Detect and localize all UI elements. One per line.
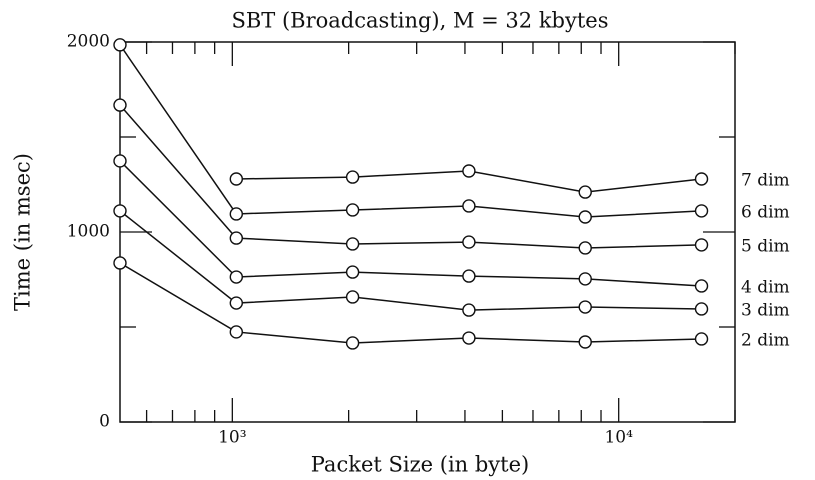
point xyxy=(113,204,127,218)
point xyxy=(345,290,360,304)
point xyxy=(345,265,360,279)
point xyxy=(694,332,709,346)
point xyxy=(578,210,592,224)
point xyxy=(578,272,592,286)
point xyxy=(462,303,476,317)
series-line xyxy=(119,262,702,344)
y-tick-label: 1000 xyxy=(67,222,110,242)
point xyxy=(694,302,709,316)
series-label: 5 dim xyxy=(741,236,790,256)
point xyxy=(113,154,127,168)
point xyxy=(229,270,244,284)
point xyxy=(694,279,709,293)
point xyxy=(229,296,244,310)
x-axis-label: Packet Size (in byte) xyxy=(311,453,529,477)
series-line xyxy=(119,210,702,311)
point xyxy=(578,335,592,349)
point xyxy=(578,185,592,199)
point xyxy=(694,204,709,218)
point xyxy=(694,238,709,252)
y-tick-label: 2000 xyxy=(67,32,110,52)
point xyxy=(462,331,476,345)
point xyxy=(113,256,127,270)
series-line xyxy=(119,104,702,249)
y-axis-label: Time (in msec) xyxy=(11,153,35,311)
point xyxy=(462,269,476,283)
point xyxy=(345,170,360,184)
point xyxy=(229,325,244,339)
plot-frame xyxy=(119,41,736,423)
series-label: 2 dim xyxy=(741,330,790,350)
point xyxy=(345,203,360,217)
point xyxy=(462,164,476,178)
series-line xyxy=(119,160,702,287)
point xyxy=(229,207,244,221)
y-tick-label: 0 xyxy=(99,412,110,432)
point xyxy=(229,231,244,245)
chart-title: SBT (Broadcasting), M = 32 kbytes xyxy=(231,9,608,33)
point xyxy=(694,172,709,186)
series-label: 6 dim xyxy=(741,202,790,222)
point xyxy=(113,98,127,112)
point xyxy=(113,38,127,52)
point xyxy=(462,199,476,213)
series-label: 3 dim xyxy=(741,300,790,320)
series-label: 7 dim xyxy=(741,170,790,190)
point xyxy=(345,336,360,350)
point xyxy=(462,235,476,249)
x-tick-label: 10³ xyxy=(218,428,246,448)
point xyxy=(578,300,592,314)
series-label: 4 dim xyxy=(741,277,790,297)
point xyxy=(345,237,360,251)
series-line xyxy=(119,44,702,218)
point xyxy=(578,241,592,255)
x-tick-label: 10⁴ xyxy=(604,428,633,448)
point xyxy=(229,172,244,186)
